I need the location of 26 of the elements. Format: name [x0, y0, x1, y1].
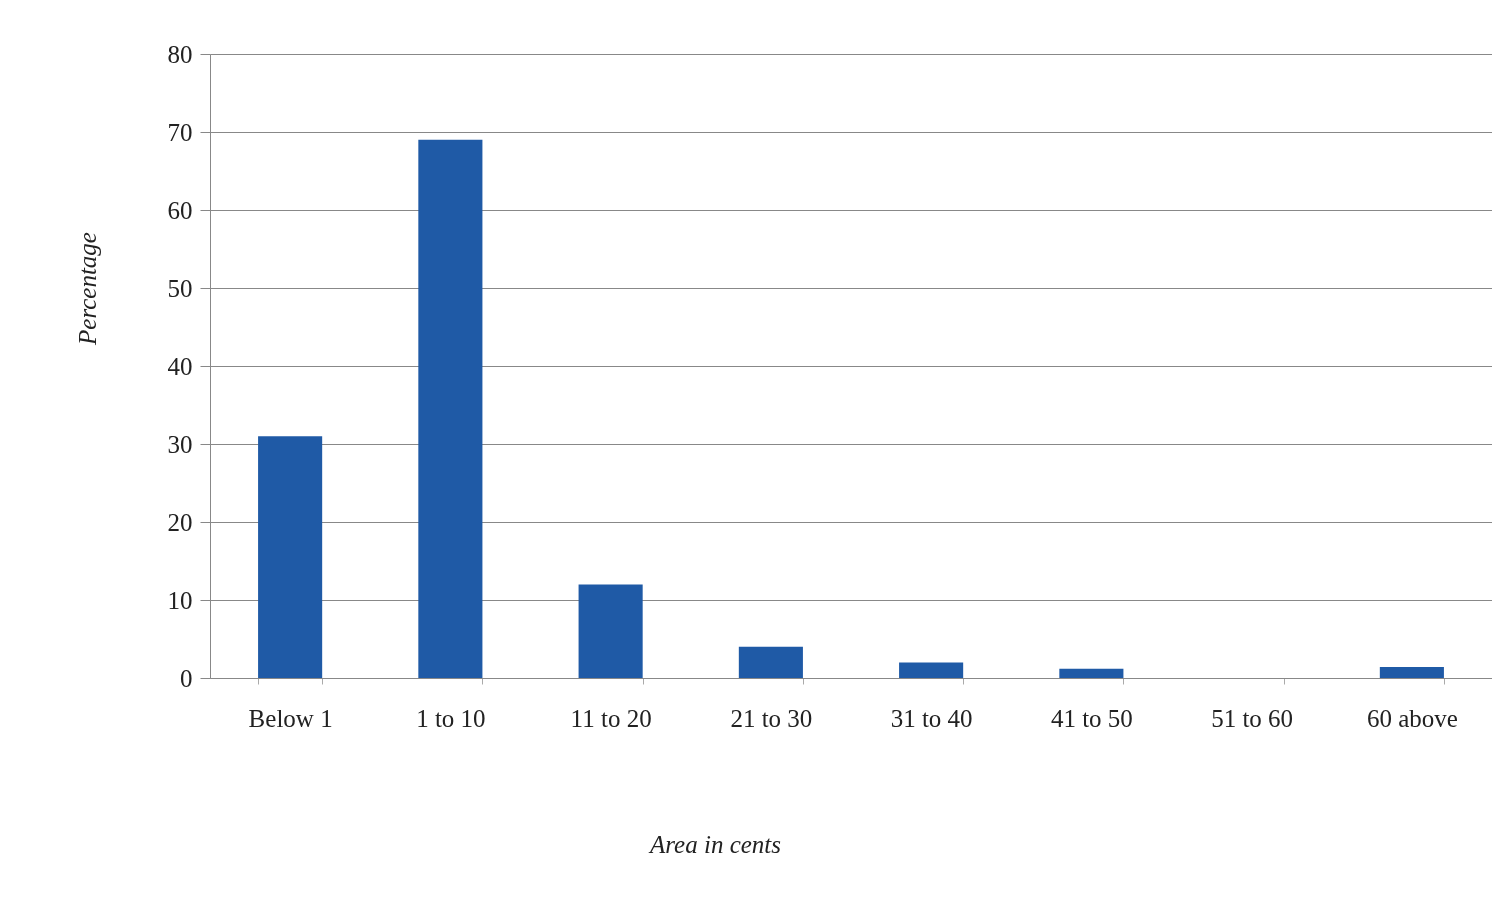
x-tick-label: 21 to 30 [730, 704, 813, 732]
y-tick-label: 50 [167, 274, 193, 302]
x-tick-label: 51 to 60 [1211, 704, 1294, 732]
y-tick-label: 60 [167, 196, 193, 224]
y-tick-label: 80 [167, 40, 193, 68]
y-tick-label: 30 [167, 430, 193, 458]
y-tick-label: 0 [180, 664, 193, 692]
y-tick-label: 40 [167, 352, 193, 380]
bar [899, 662, 964, 678]
y-tick-label: 70 [167, 118, 193, 146]
bar [258, 436, 323, 678]
y-tick-label: 20 [167, 508, 193, 536]
y-axis-title: Percentage [73, 232, 101, 346]
x-tick-label: 60 above [1366, 704, 1458, 732]
x-tick-label: 1 to 10 [416, 704, 486, 732]
bar [578, 584, 643, 678]
bar [1059, 668, 1124, 678]
x-axis-title: Area in cents [648, 830, 781, 858]
y-tick-label: 10 [167, 586, 193, 614]
x-tick-label: 11 to 20 [570, 704, 652, 732]
x-tick-label: 31 to 40 [890, 704, 973, 732]
bar [738, 646, 803, 678]
x-tick-label: 41 to 50 [1050, 704, 1133, 732]
x-tick-label: Below 1 [248, 704, 333, 732]
bar [1379, 667, 1444, 678]
bar [418, 139, 483, 678]
